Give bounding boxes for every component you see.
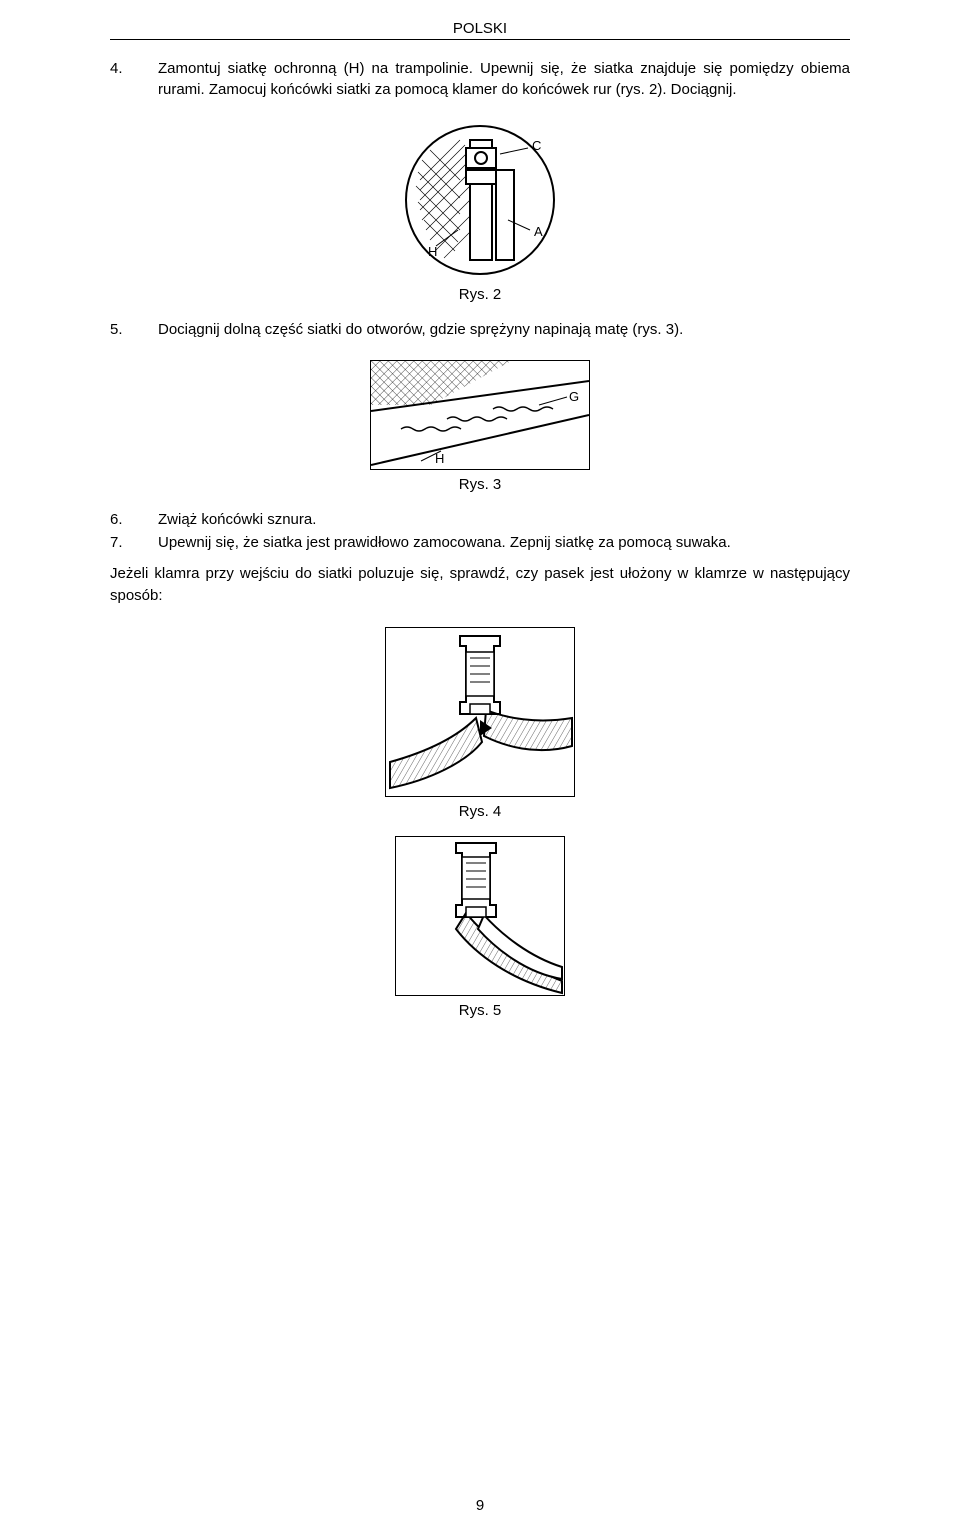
step-text: Upewnij się, że siatka jest prawidłowo z… <box>158 532 850 553</box>
figure-3: G H <box>110 360 850 470</box>
figure-4-caption: Rys. 4 <box>110 803 850 820</box>
step-number: 6. <box>110 509 158 530</box>
step-text: Dociągnij dolną część siatki do otworów,… <box>158 319 850 340</box>
figure-3-svg: G H <box>371 361 589 469</box>
step-7: 7. Upewnij się, że siatka jest prawidłow… <box>110 532 850 553</box>
fig3-letter-g: G <box>569 389 579 404</box>
figure-2: C H A <box>110 120 850 280</box>
step-text: Zamontuj siatkę ochronną (H) na trampoli… <box>158 58 850 100</box>
figure-4 <box>110 627 850 797</box>
fig2-letter-a: A <box>534 224 543 239</box>
figure-5-caption: Rys. 5 <box>110 1002 850 1019</box>
step-number: 7. <box>110 532 158 553</box>
figure-5-svg <box>396 837 564 995</box>
page-content: POLSKI 4. Zamontuj siatkę ochronną (H) n… <box>0 0 960 1055</box>
page-number: 9 <box>0 1497 960 1514</box>
step-6: 6. Zwiąż końcówki sznura. <box>110 509 850 530</box>
figure-5 <box>110 836 850 996</box>
step-5: 5. Dociągnij dolną część siatki do otwor… <box>110 319 850 340</box>
fig2-letter-h: H <box>428 244 437 259</box>
page-header: POLSKI <box>110 20 850 40</box>
fig3-letter-h: H <box>435 451 444 466</box>
step-number: 4. <box>110 58 158 100</box>
figure-3-caption: Rys. 3 <box>110 476 850 493</box>
fig2-letter-c: C <box>532 138 541 153</box>
figure-2-caption: Rys. 2 <box>110 286 850 303</box>
step-number: 5. <box>110 319 158 340</box>
figure-4-svg <box>386 628 574 796</box>
step-4: 4. Zamontuj siatkę ochronną (H) na tramp… <box>110 58 850 100</box>
figure-2-svg: C H A <box>400 120 560 280</box>
step-text: Zwiąż końcówki sznura. <box>158 509 850 530</box>
note-paragraph: Jeżeli klamra przy wejściu do siatki pol… <box>110 563 850 607</box>
